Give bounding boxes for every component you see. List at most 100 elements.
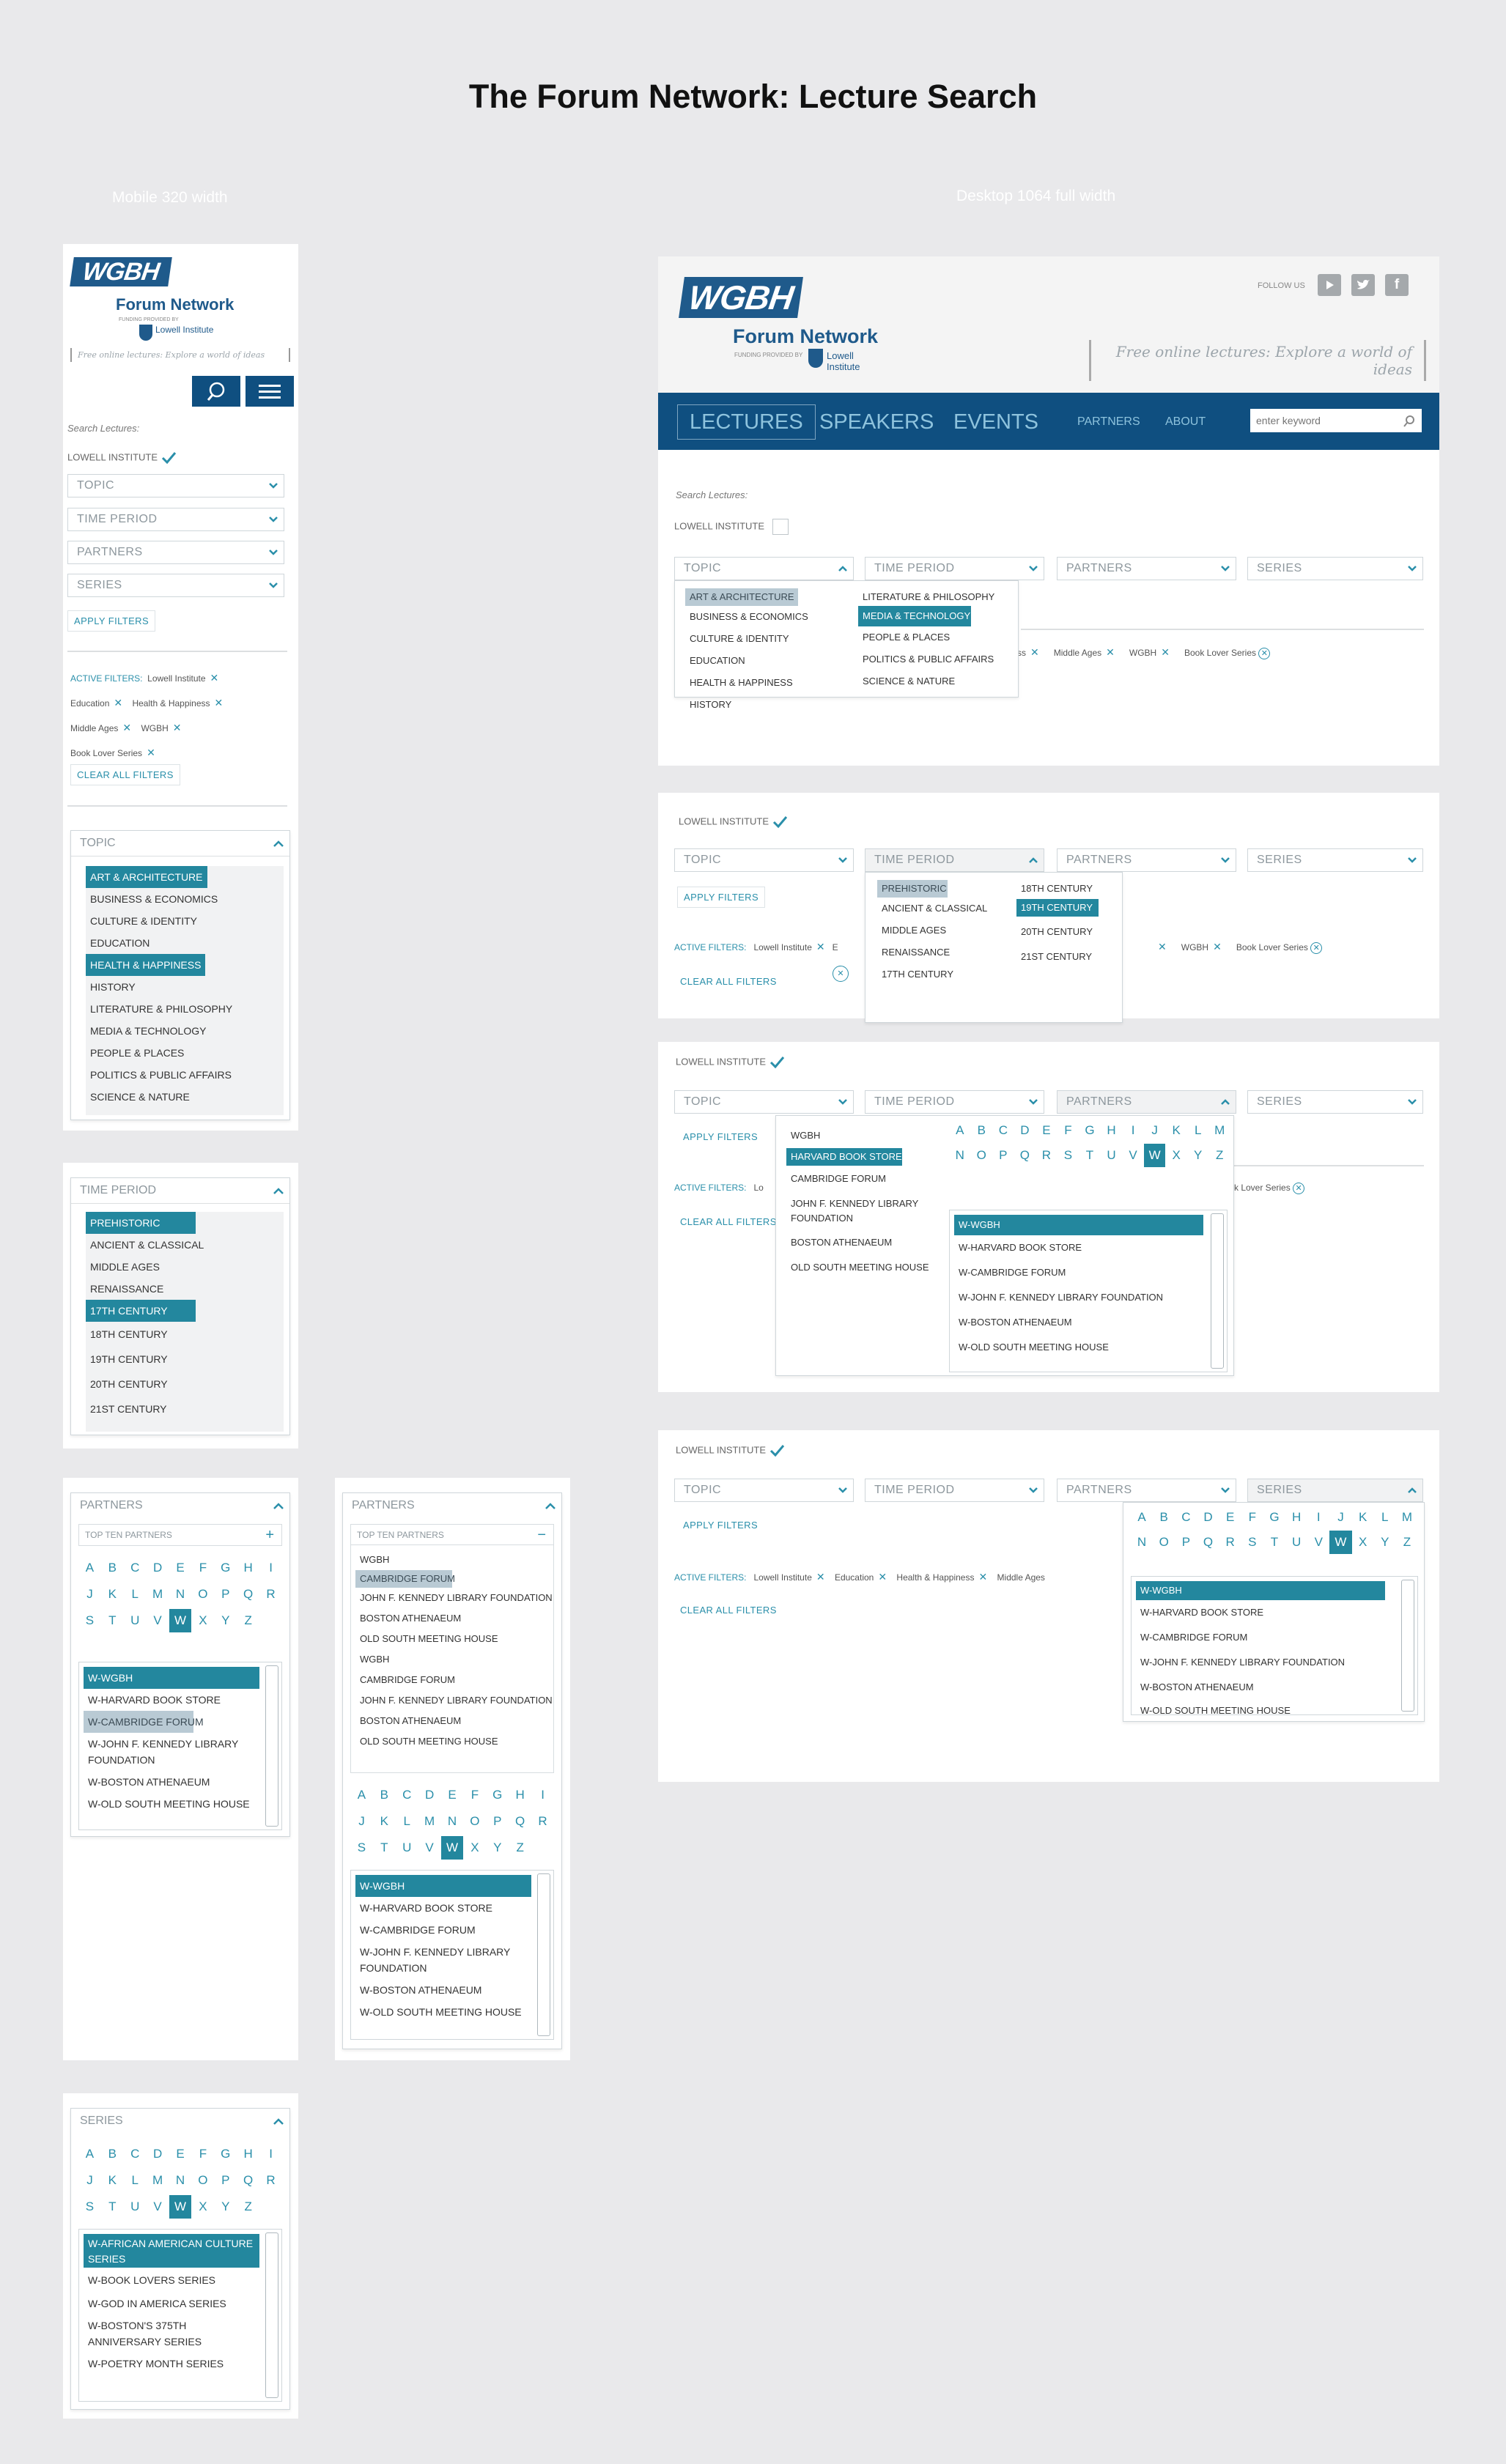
alpha-letter[interactable]: D — [152, 2147, 163, 2161]
remove-filter-icon[interactable]: ✕ — [1030, 646, 1039, 658]
partner-item[interactable]: HARVARD BOOK STORE — [786, 1148, 902, 1166]
alpha-letter[interactable]: C — [130, 1561, 140, 1575]
w-partner-item[interactable]: W-HARVARD BOOK STORE — [360, 1902, 492, 1914]
alpha-letter[interactable]: L — [131, 2173, 139, 2187]
time-period-select[interactable]: TIME PERIOD — [865, 1090, 1044, 1114]
alpha-letter[interactable]: Z — [1403, 1535, 1411, 1549]
alpha-letter[interactable]: P — [221, 1587, 230, 1601]
alpha-letter[interactable]: W — [1329, 1531, 1352, 1554]
w-partner-item[interactable]: W-WGBH — [954, 1215, 1203, 1235]
alpha-letter[interactable]: X — [1358, 1535, 1367, 1549]
period-item[interactable]: 19TH CENTURY — [90, 1353, 168, 1365]
alpha-letter[interactable]: K — [1358, 1510, 1367, 1524]
check-icon[interactable] — [769, 1443, 785, 1458]
alpha-letter[interactable]: L — [403, 1814, 410, 1828]
alpha-letter[interactable]: L — [1381, 1510, 1389, 1524]
topic-item[interactable]: ART & ARCHITECTURE — [86, 866, 207, 888]
alpha-letter[interactable]: O — [470, 1814, 480, 1828]
alpha-letter[interactable]: R — [266, 1587, 276, 1601]
topic-item[interactable]: MEDIA & TECHNOLOGY — [90, 1025, 207, 1037]
w-partner-item[interactable]: W-WGBH — [84, 1667, 259, 1689]
topic-item[interactable]: POLITICS & PUBLIC AFFAIRS — [90, 1069, 232, 1081]
alpha-letter[interactable]: O — [976, 1148, 986, 1162]
top-partner-item[interactable]: BOSTON ATHENAEUM — [360, 1613, 462, 1624]
alpha-letter[interactable]: L — [1194, 1123, 1202, 1137]
youtube-icon[interactable] — [1318, 274, 1341, 296]
series-select[interactable]: SERIES — [67, 574, 284, 597]
topic-item[interactable]: LITERATURE & PHILOSOPHY — [90, 1003, 233, 1015]
alpha-letter[interactable]: A — [956, 1123, 964, 1137]
period-item[interactable]: 17TH CENTURY — [882, 969, 954, 980]
partners-select[interactable]: PARTNERS — [1057, 557, 1236, 580]
topic-select[interactable]: TOPIC — [674, 848, 854, 872]
alpha-letter[interactable]: H — [1292, 1510, 1302, 1524]
topic-select-open[interactable]: TOPIC — [674, 557, 854, 580]
alpha-letter[interactable]: Q — [515, 1814, 525, 1828]
period-item[interactable]: 20TH CENTURY — [1021, 926, 1093, 937]
top-ten-partners-toggle[interactable]: TOP TEN PARTNERS + — [78, 1524, 282, 1546]
topic-item[interactable]: CULTURE & IDENTITY — [90, 915, 197, 927]
w-series-item[interactable]: W-POETRY MONTH SERIES — [88, 2358, 224, 2369]
alpha-letter[interactable]: M — [424, 1814, 435, 1828]
w-partner-item[interactable]: W-OLD SOUTH MEETING HOUSE — [88, 1798, 250, 1810]
remove-filter-icon[interactable]: ✕ — [147, 747, 155, 758]
topic-item[interactable]: SCIENCE & NATURE — [90, 1091, 190, 1103]
remove-filter-icon[interactable]: ✕ — [1158, 941, 1167, 952]
remove-filter-icon[interactable]: ✕ — [1213, 941, 1222, 952]
partner-item[interactable]: WGBH — [791, 1130, 821, 1141]
alpha-letter[interactable]: I — [541, 1788, 545, 1802]
alpha-letter[interactable]: G — [221, 2147, 231, 2161]
w-series-item[interactable]: W-BOOK LOVERS SERIES — [88, 2274, 216, 2286]
alpha-letter[interactable]: P — [493, 1814, 502, 1828]
check-icon[interactable] — [769, 1055, 785, 1070]
partner-item[interactable]: BOSTON ATHENAEUM — [791, 1237, 893, 1248]
alpha-letter[interactable]: U — [1292, 1535, 1302, 1549]
nav-about[interactable]: ABOUT — [1165, 415, 1206, 428]
period-item[interactable]: 17TH CENTURY — [86, 1300, 196, 1322]
alpha-letter[interactable]: B — [108, 1561, 117, 1575]
topic-item[interactable]: BUSINESS & ECONOMICS — [690, 611, 808, 622]
alpha-letter[interactable]: X — [470, 1840, 479, 1854]
w-partner-item[interactable]: W-BOSTON ATHENAEUM — [88, 1776, 210, 1788]
period-item[interactable]: 18TH CENTURY — [90, 1328, 168, 1340]
alpha-letter[interactable]: V — [153, 1613, 162, 1627]
alpha-letter[interactable]: M — [1214, 1123, 1225, 1137]
search-icon[interactable] — [1403, 415, 1416, 428]
alpha-letter[interactable]: F — [470, 1788, 479, 1802]
alpha-letter[interactable]: G — [1269, 1510, 1280, 1524]
alpha-letter[interactable]: M — [152, 2173, 163, 2187]
alpha-letter[interactable]: F — [199, 2147, 207, 2161]
alpha-letter[interactable]: W — [169, 1609, 192, 1632]
scrollbar[interactable] — [265, 1665, 278, 1827]
alpha-letter[interactable]: J — [1151, 1123, 1158, 1137]
topic-item[interactable]: LITERATURE & PHILOSOPHY — [863, 591, 995, 602]
alpha-letter[interactable]: V — [153, 2200, 162, 2213]
alpha-letter[interactable]: E — [1226, 1510, 1235, 1524]
remove-filter-icon[interactable]: ✕ — [172, 722, 182, 733]
alpha-letter[interactable]: B — [108, 2147, 117, 2161]
alpha-letter[interactable]: B — [977, 1123, 986, 1137]
alpha-letter[interactable]: V — [1129, 1148, 1137, 1162]
w-series-item[interactable]: W-BOSTON'S 375TH ANNIVERSARY SERIES — [88, 2320, 202, 2348]
alpha-letter[interactable]: K — [108, 1587, 117, 1601]
topic-item[interactable]: BUSINESS & ECONOMICS — [90, 893, 218, 905]
topic-item[interactable]: MEDIA & TECHNOLOGY — [858, 606, 971, 626]
alpha-letter[interactable]: F — [199, 1561, 207, 1575]
alpha-letter[interactable]: O — [198, 1587, 208, 1601]
alpha-letter[interactable]: I — [269, 1561, 273, 1575]
top-partner-item[interactable]: JOHN F. KENNEDY LIBRARY FOUNDATION — [360, 1695, 553, 1706]
alpha-letter[interactable]: V — [425, 1840, 434, 1854]
chevron-up-icon[interactable] — [273, 1502, 284, 1511]
alpha-letter[interactable]: N — [447, 1814, 457, 1828]
alpha-letter[interactable]: F — [1064, 1123, 1072, 1137]
topic-item[interactable]: POLITICS & PUBLIC AFFAIRS — [863, 654, 994, 665]
alpha-letter[interactable]: S — [1248, 1535, 1257, 1549]
alpha-letter[interactable]: G — [1085, 1123, 1095, 1137]
w-partner-item[interactable]: W-OLD SOUTH MEETING HOUSE — [360, 2006, 522, 2018]
w-partner-item[interactable]: W-CAMBRIDGE FORUM — [1140, 1632, 1248, 1643]
remove-filter-icon[interactable]: ✕ — [978, 1571, 988, 1583]
alpha-letter[interactable]: Y — [221, 1613, 230, 1627]
w-partner-item[interactable]: W-WGBH — [355, 1875, 531, 1897]
alpha-letter[interactable]: A — [85, 1561, 95, 1575]
alpha-letter[interactable]: H — [1107, 1123, 1116, 1137]
